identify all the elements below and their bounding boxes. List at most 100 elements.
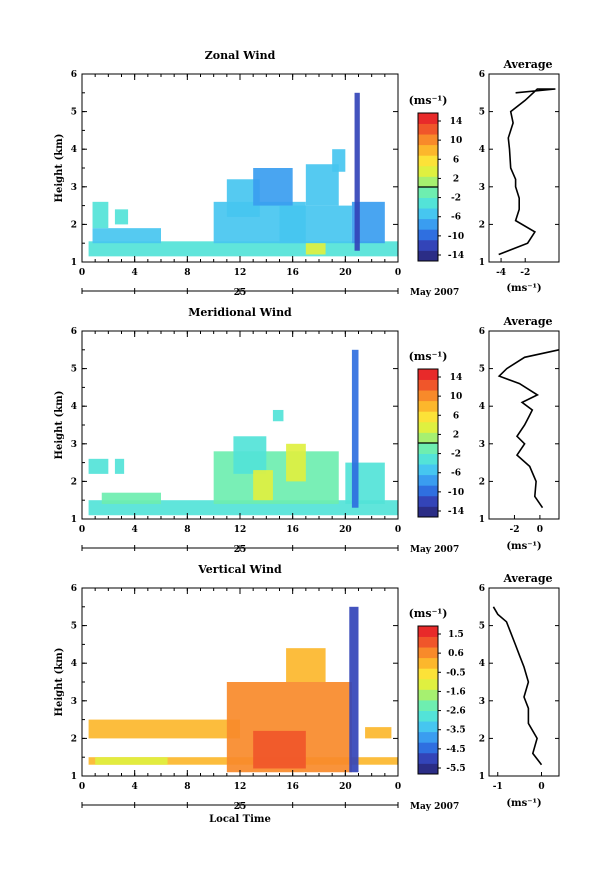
x-tick-label: 4 xyxy=(132,525,138,535)
y-axis-label: Height (km) xyxy=(54,648,65,717)
colorbar-label: 0.6 xyxy=(448,649,464,659)
x-tick-label: 20 xyxy=(339,525,352,535)
y-tick-label: 6 xyxy=(71,327,77,337)
colorbar-label: 2 xyxy=(453,174,459,184)
colorbar-label: -6 xyxy=(451,469,461,479)
colorbar-segment xyxy=(418,657,438,669)
y-tick-label: 4 xyxy=(71,659,77,669)
colorbar-segment xyxy=(418,411,438,423)
profile-y-tick-label: 5 xyxy=(479,365,485,375)
profile-y-tick-label: 2 xyxy=(479,477,485,487)
colorbar-frame xyxy=(417,625,439,775)
x-tick-label: 4 xyxy=(132,782,138,792)
profile-x-tick-label: -2 xyxy=(520,268,530,278)
heatmap-cell xyxy=(286,443,306,482)
x-tick-label: 0 xyxy=(79,525,85,535)
heatmap-cell xyxy=(92,228,161,244)
heatmap-cell xyxy=(345,462,385,504)
heatmap-cell xyxy=(213,451,339,504)
profile-frame xyxy=(488,73,560,263)
colorbar-label: -0.5 xyxy=(446,668,465,678)
profile-title: Average xyxy=(502,58,552,71)
colorbar-label: -2.6 xyxy=(446,707,465,717)
profile-y-tick-label: 1 xyxy=(479,258,485,268)
heatmap-cell xyxy=(88,458,109,474)
colorbar-segment xyxy=(418,400,438,412)
y-tick-label: 5 xyxy=(71,622,77,632)
heatmap-cell xyxy=(365,727,392,739)
profile-x-tick-label: 0 xyxy=(537,525,543,535)
colorbar-label: 14 xyxy=(450,373,463,383)
colorbar-label: 10 xyxy=(450,136,463,146)
profile-y-tick-label: 6 xyxy=(479,70,485,80)
colorbar-segment xyxy=(418,443,438,454)
colorbar-segment xyxy=(418,721,438,733)
colorbar-label: 10 xyxy=(450,392,463,402)
colorbar-segment xyxy=(418,155,438,167)
y-tick-label: 2 xyxy=(71,477,77,487)
colorbar-segment xyxy=(418,123,438,135)
colorbar-segment xyxy=(418,485,438,497)
profile-xlabel: (ms⁻¹) xyxy=(506,541,541,552)
colorbar-segment xyxy=(418,208,438,220)
zonal-wind-panel: Zonal Wind Height (km) (ms⁻¹) Average (m… xyxy=(54,49,560,298)
date-label: May 2007 xyxy=(410,545,459,555)
x-tick-label: 0 xyxy=(395,268,401,278)
colorbar-segment xyxy=(418,731,438,743)
colorbar-label: -1.6 xyxy=(446,687,465,697)
x-tick-label: 16 xyxy=(286,525,299,535)
colorbar-label: -10 xyxy=(448,488,464,498)
y-tick-label: 1 xyxy=(71,515,77,525)
heatmap-cell xyxy=(286,648,326,682)
profile-xlabel: (ms⁻¹) xyxy=(506,798,541,809)
heatmap-cell xyxy=(349,606,359,773)
y-axis-label: Height (km) xyxy=(54,391,65,460)
profile-title: Average xyxy=(502,315,552,328)
colorbar-segment xyxy=(418,432,438,444)
heatmap-cell xyxy=(253,470,273,501)
colorbar-segment xyxy=(418,752,438,764)
x-tick-label: 8 xyxy=(184,268,190,278)
profile-y-tick-label: 4 xyxy=(479,145,485,155)
profile-y-tick-label: 1 xyxy=(479,772,485,782)
heatmap-cell xyxy=(253,168,293,206)
profile-y-tick-label: 6 xyxy=(479,327,485,337)
heatmap-cell xyxy=(279,205,352,244)
colorbar-segment xyxy=(418,474,438,486)
heatmap-cell xyxy=(351,349,359,508)
colorbar-label: -14 xyxy=(448,251,464,261)
x-tick-label: 8 xyxy=(184,525,190,535)
profile-x-tick-label: 0 xyxy=(538,782,544,792)
heatmap-cell xyxy=(114,209,129,225)
panel-title: Meridional Wind xyxy=(188,306,292,319)
vertical-wind-panel: Vertical Wind Height (km) (ms⁻¹) Average… xyxy=(54,563,560,825)
profile-frame xyxy=(488,330,560,520)
x-tick-label: 0 xyxy=(395,525,401,535)
colorbar-segment xyxy=(418,144,438,156)
colorbar-segment xyxy=(418,626,438,637)
x-tick-label: 16 xyxy=(286,268,299,278)
colorbar-segment xyxy=(418,689,438,701)
y-tick-label: 4 xyxy=(71,145,77,155)
colorbar-segment xyxy=(418,229,438,241)
colorbar-segment xyxy=(418,165,438,177)
x-tick-label: 0 xyxy=(79,268,85,278)
y-tick-label: 5 xyxy=(71,365,77,375)
colorbar-segment xyxy=(418,176,438,188)
profile-y-tick-label: 5 xyxy=(479,622,485,632)
colorbar-segment xyxy=(418,506,438,518)
heatmap-cell xyxy=(272,409,284,422)
colorbar-segment xyxy=(418,453,438,465)
colorbar-segment xyxy=(418,390,438,402)
x-tick-label: 12 xyxy=(234,782,247,792)
heatmap-cell xyxy=(88,719,240,739)
colorbar-segment xyxy=(418,464,438,476)
colorbar-segment xyxy=(418,197,438,209)
colorbar-segment xyxy=(418,421,438,433)
y-tick-label: 4 xyxy=(71,402,77,412)
y-tick-label: 2 xyxy=(71,734,77,744)
y-tick-label: 2 xyxy=(71,220,77,230)
heatmap-cell xyxy=(95,757,168,765)
colorbar-label: -2 xyxy=(451,450,461,460)
colorbar-segment xyxy=(418,134,438,146)
